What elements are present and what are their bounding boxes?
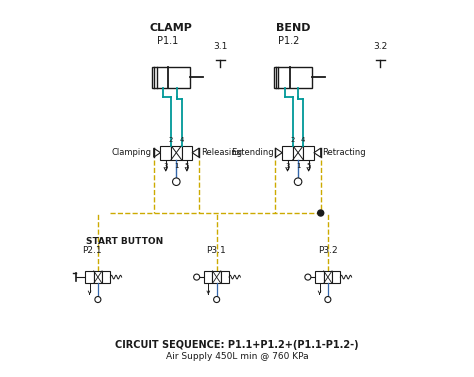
Text: Releasing: Releasing xyxy=(201,148,242,157)
Text: 5: 5 xyxy=(185,163,189,169)
Circle shape xyxy=(305,274,311,280)
Polygon shape xyxy=(154,148,161,157)
Bar xyxy=(324,271,332,284)
Circle shape xyxy=(294,178,302,185)
Text: 1: 1 xyxy=(296,163,301,169)
Bar xyxy=(221,271,229,284)
Text: 4: 4 xyxy=(301,136,306,143)
Text: CLAMP: CLAMP xyxy=(150,23,192,33)
Bar xyxy=(152,67,190,87)
Text: P1.1: P1.1 xyxy=(156,37,178,46)
Text: 3.1: 3.1 xyxy=(213,42,227,51)
Circle shape xyxy=(194,274,200,280)
Bar xyxy=(274,67,311,87)
Text: Extending: Extending xyxy=(231,148,273,157)
Bar xyxy=(332,271,340,284)
Text: START BUTTON: START BUTTON xyxy=(86,237,164,246)
Bar xyxy=(303,146,314,160)
Circle shape xyxy=(318,210,324,216)
Text: P3.2: P3.2 xyxy=(318,246,337,255)
Circle shape xyxy=(325,296,331,302)
Text: 1: 1 xyxy=(174,163,179,169)
Bar xyxy=(161,146,171,160)
Bar xyxy=(94,271,102,284)
Text: Retracting: Retracting xyxy=(323,148,366,157)
Bar xyxy=(315,271,324,284)
Text: 2: 2 xyxy=(291,136,295,143)
Bar xyxy=(293,146,303,160)
Text: 3: 3 xyxy=(285,163,290,169)
Text: 3: 3 xyxy=(164,163,168,169)
Polygon shape xyxy=(275,148,282,157)
Polygon shape xyxy=(314,148,321,157)
Polygon shape xyxy=(192,148,199,157)
Bar xyxy=(102,271,110,284)
Circle shape xyxy=(214,296,219,302)
Bar xyxy=(212,271,221,284)
Bar xyxy=(171,146,182,160)
Text: 5: 5 xyxy=(307,163,311,169)
Text: Air Supply 450L min @ 760 KPa: Air Supply 450L min @ 760 KPa xyxy=(166,352,308,361)
Bar xyxy=(182,146,192,160)
Bar xyxy=(85,271,94,284)
Circle shape xyxy=(95,296,101,302)
Bar xyxy=(282,146,293,160)
Circle shape xyxy=(173,178,180,185)
Text: CIRCUIT SEQUENCE: P1.1+P1.2+(P1.1-P1.2-): CIRCUIT SEQUENCE: P1.1+P1.2+(P1.1-P1.2-) xyxy=(115,340,359,350)
Text: 2: 2 xyxy=(169,136,173,143)
Text: P2.1: P2.1 xyxy=(82,246,101,255)
Text: P3.1: P3.1 xyxy=(206,246,226,255)
Bar xyxy=(204,271,212,284)
Text: Clamping: Clamping xyxy=(112,148,152,157)
Text: 4: 4 xyxy=(179,136,184,143)
Text: BEND: BEND xyxy=(275,23,310,33)
Text: P1.2: P1.2 xyxy=(278,37,300,46)
Text: 3.2: 3.2 xyxy=(373,42,387,51)
